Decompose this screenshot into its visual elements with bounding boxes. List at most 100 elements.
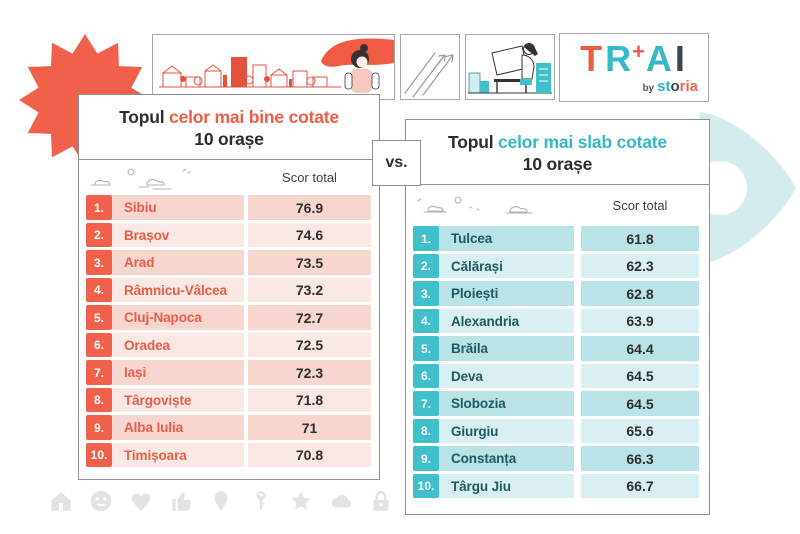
city-cell: Alba Iulia bbox=[112, 415, 244, 440]
clouds-doodle-icon bbox=[90, 168, 191, 190]
title-line2: 10 orașe bbox=[522, 154, 593, 175]
plus-icon: + bbox=[632, 38, 648, 64]
rank-badge: 2. bbox=[413, 253, 439, 279]
table-row: 3. Arad 73.5 bbox=[86, 250, 371, 275]
storia-brand: by storia bbox=[642, 78, 698, 95]
rank-badge: 4. bbox=[86, 277, 112, 303]
best-rated-subheader: Scor total bbox=[79, 160, 379, 195]
table-row: 6. Deva 64.5 bbox=[413, 363, 699, 389]
trai-logo-wordmark: T R + A I bbox=[580, 37, 688, 79]
table-row: 2. Călărași 62.3 bbox=[413, 253, 699, 279]
rank-badge: 7. bbox=[86, 360, 112, 385]
city-cell: Giurgiu bbox=[439, 418, 574, 444]
rank-badge: 7. bbox=[413, 391, 439, 416]
city-cell: Târgoviște bbox=[112, 387, 244, 413]
score-cell: 66.3 bbox=[581, 446, 699, 471]
score-cell: 73.2 bbox=[248, 277, 371, 303]
rank-badge: 1. bbox=[86, 195, 112, 220]
rank-badge: 6. bbox=[86, 332, 112, 358]
worst-rated-subheader: Scor total bbox=[406, 185, 709, 226]
score-column-header: Scor total bbox=[282, 170, 337, 186]
rank-badge: 3. bbox=[86, 250, 112, 275]
table-row: 4. Alexandria 63.9 bbox=[413, 308, 699, 334]
cell-gap bbox=[574, 309, 581, 334]
score-cell: 71 bbox=[248, 415, 371, 440]
vs-badge: vs. bbox=[372, 140, 421, 186]
cell-gap bbox=[574, 474, 581, 499]
table-row: 7. Iași 72.3 bbox=[86, 360, 371, 385]
score-cell: 63.9 bbox=[581, 308, 699, 334]
table-row: 6. Oradea 72.5 bbox=[86, 332, 371, 358]
city-cell: Slobozia bbox=[439, 391, 574, 416]
best-rated-title: Topul celor mai bine cotate 10 orașe bbox=[79, 95, 379, 161]
rank-badge: 2. bbox=[86, 222, 112, 248]
footer-icon-strip bbox=[48, 486, 514, 516]
key-icon bbox=[256, 491, 266, 511]
score-cell: 62.3 bbox=[581, 253, 699, 279]
city-cell: Ploiești bbox=[439, 281, 574, 306]
score-cell: 62.8 bbox=[581, 281, 699, 306]
cell-gap bbox=[574, 391, 581, 416]
cell-gap bbox=[574, 336, 581, 361]
score-column-header: Scor total bbox=[612, 198, 668, 214]
house-icon bbox=[51, 492, 71, 511]
growth-arrows-icon bbox=[404, 52, 454, 98]
trai-letter-a: A bbox=[645, 37, 675, 79]
cell-gap bbox=[574, 281, 581, 306]
title-line2: 10 orașe bbox=[194, 129, 264, 150]
table-row: 2. Brașov 74.6 bbox=[86, 222, 371, 248]
table-row: 9. Alba Iulia 71 bbox=[86, 415, 371, 440]
city-cell: Timișoara bbox=[112, 442, 244, 468]
cell-gap bbox=[574, 419, 581, 444]
rank-badge: 10. bbox=[413, 473, 439, 499]
rank-badge: 8. bbox=[86, 387, 112, 413]
title-prefix: Topul bbox=[119, 107, 170, 127]
storia-ria: ria bbox=[679, 77, 698, 95]
table-row: 5. Cluj-Napoca 72.7 bbox=[86, 305, 371, 330]
score-cell: 73.5 bbox=[248, 250, 371, 275]
cloud-icon bbox=[331, 494, 352, 508]
rank-badge: 1. bbox=[413, 226, 439, 251]
score-cell: 66.7 bbox=[581, 473, 699, 499]
trai-letter-i: I bbox=[674, 37, 688, 79]
city-cell: Iași bbox=[112, 360, 244, 385]
city-cell: Râmnicu-Vâlcea bbox=[112, 277, 244, 303]
city-cell: Brașov bbox=[112, 222, 244, 248]
score-cell: 71.8 bbox=[248, 387, 371, 413]
pin-icon bbox=[214, 491, 228, 511]
score-cell: 72.5 bbox=[248, 332, 371, 358]
table-row: 10. Târgu Jiu 66.7 bbox=[413, 473, 699, 499]
banner-architect-illustration bbox=[465, 34, 555, 100]
city-cell: Cluj-Napoca bbox=[112, 305, 244, 330]
city-cell: Călărași bbox=[439, 253, 574, 279]
city-cell: Alexandria bbox=[439, 308, 574, 334]
trai-letter-r: R bbox=[605, 37, 635, 79]
cell-gap bbox=[574, 226, 581, 251]
table-row: 7. Slobozia 64.5 bbox=[413, 391, 699, 416]
storia-o: o bbox=[670, 77, 680, 95]
score-cell: 70.8 bbox=[248, 442, 371, 468]
rank-badge: 6. bbox=[413, 363, 439, 389]
rank-badge: 9. bbox=[86, 415, 112, 440]
score-cell: 64.5 bbox=[581, 363, 699, 389]
clouds-doodle-icon bbox=[417, 196, 533, 214]
cell-gap bbox=[574, 364, 581, 389]
star-icon bbox=[291, 491, 311, 510]
city-cell: Arad bbox=[112, 250, 244, 275]
city-cell: Deva bbox=[439, 363, 574, 389]
trai-letter-t: T bbox=[580, 37, 606, 79]
title-prefix: Topul bbox=[448, 132, 499, 152]
table-row: 8. Giurgiu 65.6 bbox=[413, 418, 699, 444]
storia-st: st bbox=[657, 77, 671, 95]
table-row: 10. Timișoara 70.8 bbox=[86, 442, 371, 468]
best-rated-rows: 1. Sibiu 76.9 2. Brașov 74.6 3. Arad 73.… bbox=[79, 195, 379, 468]
banner-cityscape-illustration bbox=[152, 34, 395, 100]
city-cell: Constanța bbox=[439, 446, 574, 471]
banner-arrows-illustration bbox=[400, 34, 460, 100]
vs-label: vs. bbox=[385, 154, 408, 171]
city-cell: Oradea bbox=[112, 332, 244, 358]
smiley-icon bbox=[90, 490, 112, 512]
city-cell: Târgu Jiu bbox=[439, 473, 574, 499]
table-row: 8. Târgoviște 71.8 bbox=[86, 387, 371, 413]
rank-badge: 9. bbox=[413, 446, 439, 471]
